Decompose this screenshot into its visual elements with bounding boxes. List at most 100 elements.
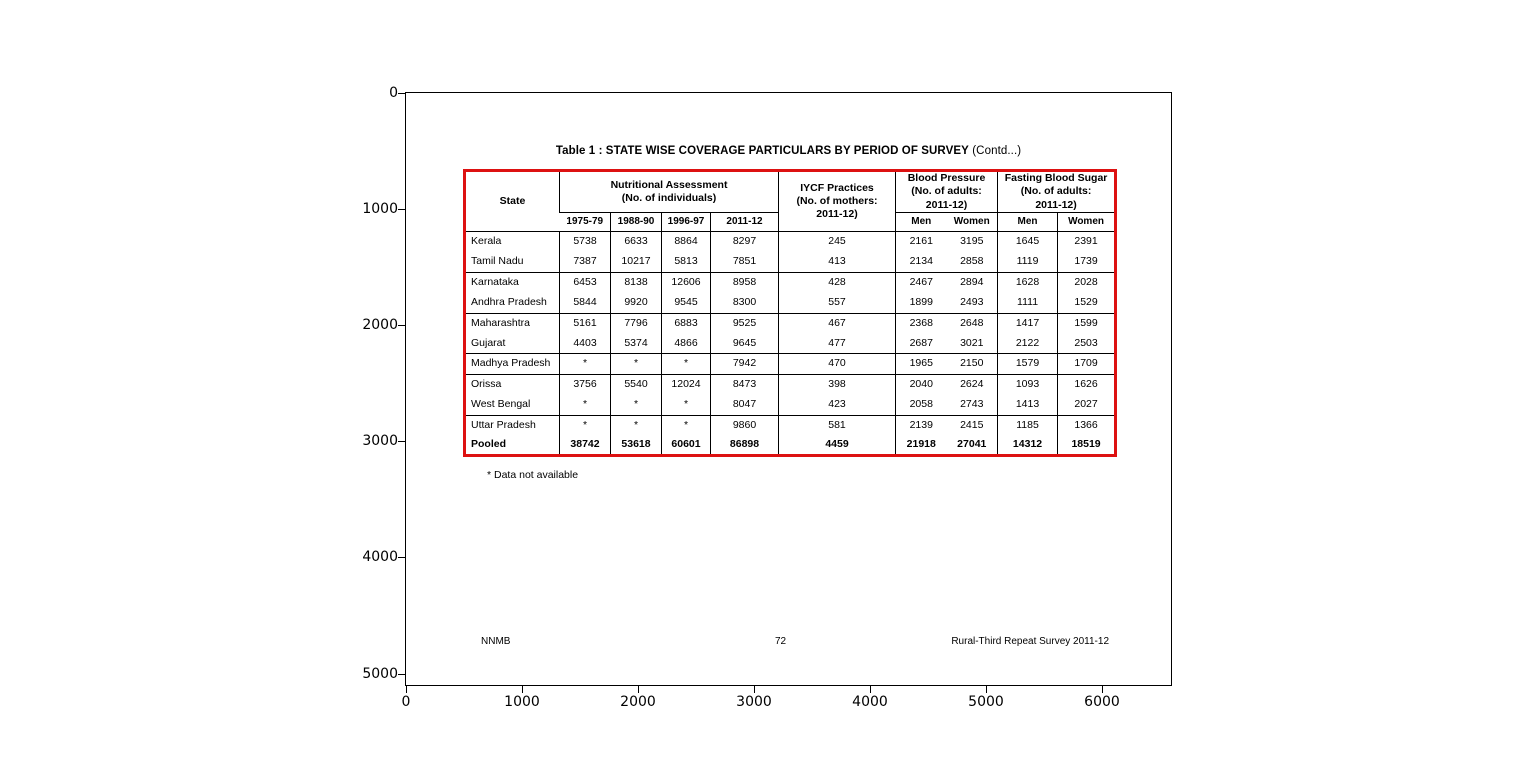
value-cell: 9645 bbox=[709, 333, 779, 354]
value-cell: * bbox=[559, 353, 611, 375]
value-cell: 4403 bbox=[559, 333, 611, 354]
value-cell: 7851 bbox=[709, 251, 779, 273]
value-cell: 9860 bbox=[709, 414, 779, 436]
value-cell: 14312 bbox=[997, 435, 1058, 456]
state-cell: Gujarat bbox=[471, 336, 506, 349]
value-cell: 1645 bbox=[997, 230, 1058, 252]
col-header-year-2011-12: 2011-12 bbox=[709, 212, 779, 232]
x-tick-label: 0 bbox=[401, 694, 411, 710]
axes: Table 1 : STATE WISE COVERAGE PARTICULAR… bbox=[362, 86, 1172, 709]
value-cell: 2134 bbox=[895, 251, 947, 273]
value-cell: 8864 bbox=[661, 230, 711, 252]
value-cell: 1899 bbox=[895, 292, 947, 314]
value-cell: 2028 bbox=[1057, 271, 1116, 293]
page-title: Table 1 : STATE WISE COVERAGE PARTICULAR… bbox=[463, 145, 1114, 157]
value-cell: 2624 bbox=[946, 373, 998, 395]
y-tick-label: 2000 bbox=[362, 317, 398, 334]
y-tick-label: 3000 bbox=[362, 433, 398, 450]
value-cell: 428 bbox=[778, 271, 896, 293]
state-cell: Madhya Pradesh bbox=[464, 353, 560, 375]
value-cell: 1709 bbox=[1057, 353, 1116, 375]
value-cell: 18519 bbox=[1057, 435, 1116, 456]
x-tick-mark bbox=[754, 685, 755, 693]
x-tick-label: 6000 bbox=[1084, 694, 1120, 710]
value-cell: 21918 bbox=[895, 435, 947, 456]
x-tick-mark bbox=[870, 685, 871, 693]
state-cell: Orissa bbox=[464, 373, 560, 395]
value-cell: 2139 bbox=[895, 414, 947, 436]
value-cell: 2493 bbox=[960, 296, 984, 309]
value-cell: 1413 bbox=[997, 394, 1058, 416]
state-cell: Uttar Pradesh bbox=[464, 414, 560, 436]
footer-survey-name: Rural-Third Repeat Survey 2011-12 bbox=[951, 636, 1109, 647]
x-tick-label: 4000 bbox=[852, 694, 888, 710]
value-cell: 6453 bbox=[559, 271, 611, 293]
value-cell: 86898 bbox=[709, 435, 779, 456]
value-cell: 1111 bbox=[997, 292, 1058, 314]
value-cell: 2122 bbox=[997, 333, 1058, 354]
value-cell: 2503 bbox=[1057, 333, 1116, 354]
value-cell: * bbox=[559, 414, 611, 436]
table-row: Karnataka 6453 8138 12606 8958 428 2467 2894 162… bbox=[464, 271, 1116, 293]
table-row: Kerala 5738 6633 8864 8297 245 2161 3195 1645 239… bbox=[464, 230, 1116, 252]
value-cell: 1599 bbox=[1057, 312, 1116, 334]
value-cell: 7387 bbox=[559, 251, 611, 273]
value-cell: 581 bbox=[778, 414, 896, 436]
page-footer: NNMB 72 Rural-Third Repeat Survey 2011-1… bbox=[463, 636, 1114, 649]
value-cell: 5374 bbox=[610, 333, 662, 354]
state-cell: Andhra Pradesh bbox=[471, 296, 547, 309]
table-row: Tamil Nadu 7387 10217 5813 7851 413 2134 2858 11… bbox=[465, 251, 1116, 273]
value-cell: * bbox=[661, 353, 711, 375]
value-cell: 3021 bbox=[960, 336, 984, 349]
value-cell: 2058 bbox=[895, 394, 947, 416]
value-cell: * bbox=[610, 353, 662, 375]
state-cell: Pooled bbox=[471, 438, 507, 451]
value-cell: 1626 bbox=[1057, 373, 1116, 395]
value-cell: 2150 bbox=[946, 353, 998, 375]
page-title-suffix: (Contd...) bbox=[968, 145, 1022, 157]
y-tick-mark bbox=[398, 325, 406, 327]
value-cell: * bbox=[610, 414, 662, 436]
x-tick-mark bbox=[638, 685, 639, 693]
value-cell: 5738 bbox=[559, 230, 611, 252]
value-cell: 6883 bbox=[661, 312, 711, 334]
value-cell: 423 bbox=[778, 394, 896, 416]
value-cell: 27041 bbox=[957, 438, 987, 451]
table-body: Kerala 5738 6633 8864 8297 245 2161 3195 1645 239… bbox=[464, 230, 1116, 456]
y-tick-label: 4000 bbox=[362, 549, 398, 566]
value-cell: 60601 bbox=[661, 435, 711, 456]
col-header-bp-women: Women bbox=[946, 212, 998, 232]
y-tick-mark bbox=[398, 441, 406, 443]
value-cell: 12024 bbox=[661, 373, 711, 395]
value-cell: 1628 bbox=[997, 271, 1058, 293]
value-cell: 2391 bbox=[1057, 230, 1116, 252]
value-cell: 8958 bbox=[709, 271, 779, 293]
value-cell: 8047 bbox=[709, 394, 779, 416]
footnote: * Data not available bbox=[487, 469, 579, 481]
value-cell: 5844 bbox=[559, 292, 611, 314]
col-header-nutritional: Nutritional Assessment (No. of individual… bbox=[558, 170, 779, 213]
x-tick-label: 5000 bbox=[968, 694, 1004, 710]
state-cell: Karnataka bbox=[464, 271, 560, 293]
value-cell: 7942 bbox=[709, 353, 779, 375]
value-cell: * bbox=[661, 394, 711, 416]
value-cell: 245 bbox=[778, 230, 896, 252]
state-cell: Maharashtra bbox=[464, 312, 560, 334]
value-cell: 9545 bbox=[661, 292, 711, 314]
value-cell: 3195 bbox=[946, 230, 998, 252]
y-tick-mark bbox=[398, 93, 406, 94]
y-tick-label: 1000 bbox=[362, 201, 398, 218]
value-cell: 1965 bbox=[895, 353, 947, 375]
value-cell: 477 bbox=[778, 333, 896, 354]
value-cell: 4866 bbox=[661, 333, 711, 354]
y-tick-mark bbox=[398, 557, 406, 559]
x-tick-mark bbox=[522, 685, 523, 693]
footer-page-number: 72 bbox=[775, 636, 787, 647]
value-cell: 53618 bbox=[610, 435, 662, 456]
table-row: Gujarat 4403 5374 4866 9645 477 2687 3021 2122 25… bbox=[465, 333, 1116, 354]
table-row: Uttar Pradesh * * * 9860 581 2139 2415 1185 1366 bbox=[464, 414, 1116, 436]
value-cell: 6633 bbox=[610, 230, 662, 252]
table-row: Pooled 38742 53618 60601 86898 4459 21918 27041… bbox=[465, 435, 1116, 456]
value-cell: * bbox=[661, 414, 711, 436]
